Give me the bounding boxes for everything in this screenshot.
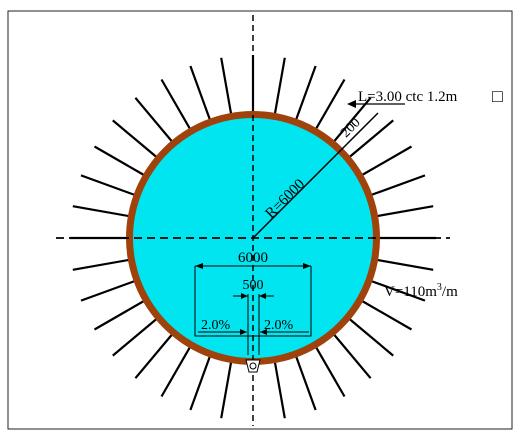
- rock-bolt: [333, 333, 372, 379]
- rock-bolt: [112, 318, 158, 357]
- rock-bolt: [376, 258, 434, 271]
- bolt-spec-symbol: □: [492, 86, 503, 106]
- bolt-spec-label: L=3.00 ctc 1.2m: [358, 89, 458, 105]
- rock-bolt: [273, 361, 286, 419]
- rock-bolt: [134, 97, 173, 143]
- rock-bolt: [80, 280, 135, 302]
- rock-bolt: [220, 361, 233, 419]
- volume-label: V=110m3/m: [384, 282, 458, 300]
- rock-bolt: [80, 174, 135, 196]
- rock-bolt: [361, 300, 413, 331]
- rock-bolt: [315, 346, 346, 398]
- radius-line: [252, 152, 339, 239]
- rock-bolt: [371, 280, 426, 302]
- rock-bolt: [112, 119, 158, 158]
- rock-bolt: [376, 205, 434, 218]
- drain-pipe-circle: [249, 362, 257, 370]
- width-arrow-left: [195, 263, 203, 269]
- rock-bolt: [72, 205, 130, 218]
- width-label: 6000: [238, 250, 268, 266]
- volume-suffix: /m: [442, 284, 458, 300]
- rock-bolt: [93, 300, 145, 331]
- floor-outline: [194, 266, 312, 337]
- rock-bolt: [189, 65, 211, 120]
- slope-left-arrow: [240, 329, 247, 335]
- slope-left-label: 2.0%: [201, 318, 231, 333]
- rock-bolt: [295, 65, 317, 120]
- drawing-frame: [7, 10, 513, 430]
- thickness-leader: [337, 112, 379, 154]
- rock-bolt: [220, 57, 233, 115]
- rock-bolt: [93, 145, 145, 176]
- drain-arrow-right: [259, 293, 266, 299]
- volume-exponent: 3: [437, 282, 442, 293]
- rock-bolt: [295, 356, 317, 411]
- rock-bolt: [160, 346, 191, 398]
- rock-bolt: [134, 333, 173, 379]
- slope-right-label: 2.0%: [264, 318, 294, 333]
- drain-pipe-symbol: [245, 359, 261, 373]
- rock-bolt: [333, 97, 372, 143]
- volume-prefix: V=110m: [384, 284, 437, 300]
- rock-bolt: [72, 258, 130, 271]
- rock-bolt: [160, 78, 191, 130]
- rock-bolt: [371, 174, 426, 196]
- rock-bolt: [189, 356, 211, 411]
- drain-width-label: 500: [243, 278, 264, 293]
- rock-bolt: [361, 145, 413, 176]
- rock-bolt: [348, 119, 394, 158]
- lining-thickness-label: 200: [338, 115, 363, 140]
- width-arrow-right: [303, 263, 311, 269]
- rock-bolts: [70, 55, 436, 419]
- bolt-spec-arrowhead: [347, 100, 356, 108]
- drain-arrow-left: [241, 293, 248, 299]
- rock-bolt: [348, 318, 394, 357]
- rock-bolt: [315, 78, 346, 130]
- slope-right-arrow: [260, 329, 267, 335]
- rock-bolt: [273, 57, 286, 115]
